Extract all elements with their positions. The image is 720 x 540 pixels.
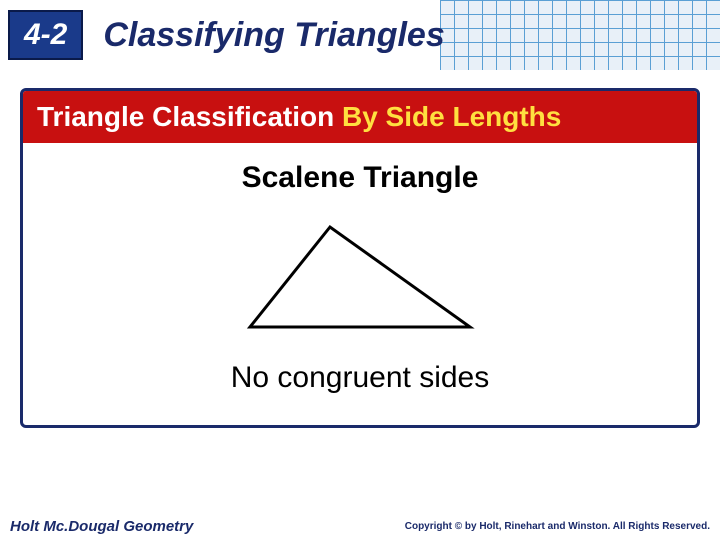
triangle-description: No congruent sides <box>23 361 697 395</box>
card-header-right: By Side Lengths <box>342 101 561 132</box>
footer-textbook-name: Holt Mc.Dougal Geometry <box>10 518 193 535</box>
card-header: Triangle Classification By Side Lengths <box>23 91 697 143</box>
classification-card: Triangle Classification By Side Lengths … <box>20 88 700 428</box>
footer-copyright: Copyright © by Holt, Rinehart and Winsto… <box>405 521 710 532</box>
page-footer: Holt Mc.Dougal Geometry Copyright © by H… <box>0 512 720 540</box>
section-number-badge: 4-2 <box>8 10 83 60</box>
page-title: Classifying Triangles <box>103 16 444 55</box>
page-header: 4-2 Classifying Triangles <box>0 0 720 70</box>
card-header-left: Triangle Classification <box>37 101 342 132</box>
triangle-type-name: Scalene Triangle <box>23 161 697 195</box>
scalene-triangle-diagram <box>220 207 500 347</box>
card-body: Scalene Triangle No congruent sides <box>23 143 697 425</box>
